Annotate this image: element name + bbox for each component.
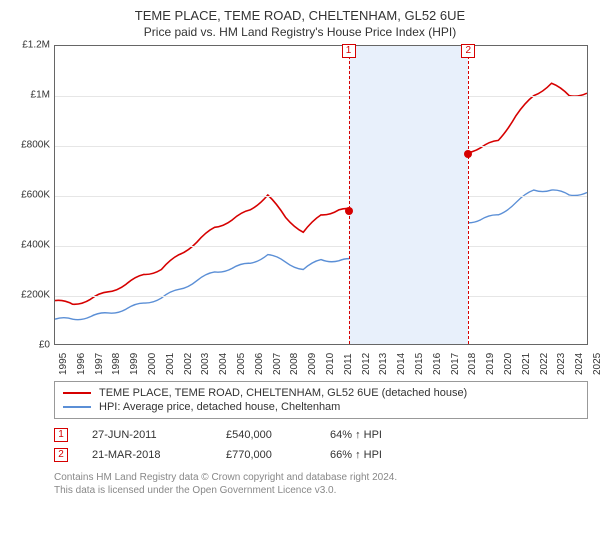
chart-container: TEME PLACE, TEME ROAD, CHELTENHAM, GL52 … bbox=[0, 0, 600, 501]
chart-title: TEME PLACE, TEME ROAD, CHELTENHAM, GL52 … bbox=[12, 8, 588, 23]
annotation-row: 1 27-JUN-2011 £540,000 64% ↑ HPI bbox=[54, 425, 588, 445]
marker-dot bbox=[345, 207, 353, 215]
x-tick-label: 2014 bbox=[396, 353, 407, 375]
legend-item: HPI: Average price, detached house, Chel… bbox=[63, 400, 579, 414]
x-tick-label: 2004 bbox=[218, 353, 229, 375]
x-tick-label: 1999 bbox=[129, 353, 140, 375]
x-tick-label: 2008 bbox=[289, 353, 300, 375]
legend-item: TEME PLACE, TEME ROAD, CHELTENHAM, GL52 … bbox=[63, 386, 579, 400]
annotation-price: £770,000 bbox=[226, 449, 306, 461]
x-tick-label: 2000 bbox=[147, 353, 158, 375]
x-tick-label: 2018 bbox=[467, 353, 478, 375]
x-tick-label: 2002 bbox=[183, 353, 194, 375]
y-tick-label: £400K bbox=[21, 240, 50, 251]
gridline bbox=[55, 246, 587, 247]
marker-label-box: 1 bbox=[342, 44, 356, 58]
x-tick-label: 2015 bbox=[414, 353, 425, 375]
chart-subtitle: Price paid vs. HM Land Registry's House … bbox=[12, 25, 588, 39]
x-tick-label: 2020 bbox=[503, 353, 514, 375]
annotation-marker-icon: 1 bbox=[54, 428, 68, 442]
marker-dot bbox=[464, 150, 472, 158]
series-line-hpi bbox=[55, 190, 587, 320]
x-tick-label: 2012 bbox=[361, 353, 372, 375]
x-tick-label: 1995 bbox=[58, 353, 69, 375]
line-plot bbox=[55, 46, 587, 344]
y-tick-label: £800K bbox=[21, 140, 50, 151]
y-tick-label: £200K bbox=[21, 290, 50, 301]
y-tick-label: £1.2M bbox=[22, 40, 50, 51]
legend-swatch-1 bbox=[63, 392, 91, 394]
x-tick-label: 2011 bbox=[343, 353, 354, 375]
x-tick-label: 2022 bbox=[539, 353, 550, 375]
x-tick-label: 2003 bbox=[200, 353, 211, 375]
x-tick-label: 2017 bbox=[450, 353, 461, 375]
gridline bbox=[55, 146, 587, 147]
y-tick-label: £600K bbox=[21, 190, 50, 201]
legend-swatch-2 bbox=[63, 406, 91, 408]
x-tick-label: 2021 bbox=[521, 353, 532, 375]
annotation-price: £540,000 bbox=[226, 429, 306, 441]
annotation-row: 2 21-MAR-2018 £770,000 66% ↑ HPI bbox=[54, 445, 588, 465]
annotation-date: 21-MAR-2018 bbox=[92, 449, 202, 461]
legend: TEME PLACE, TEME ROAD, CHELTENHAM, GL52 … bbox=[54, 381, 588, 419]
x-tick-label: 2010 bbox=[325, 353, 336, 375]
chart-area: £0£200K£400K£600K£800K£1M£1.2M 12 199519… bbox=[12, 45, 588, 377]
x-tick-label: 2006 bbox=[254, 353, 265, 375]
annotation-diff: 66% ↑ HPI bbox=[330, 449, 430, 461]
series-line-price_paid bbox=[55, 83, 587, 304]
x-tick-label: 2009 bbox=[307, 353, 318, 375]
annotation-date: 27-JUN-2011 bbox=[92, 429, 202, 441]
x-tick-label: 2023 bbox=[556, 353, 567, 375]
gridline bbox=[55, 96, 587, 97]
x-tick-label: 2025 bbox=[592, 353, 600, 375]
annotations-table: 1 27-JUN-2011 £540,000 64% ↑ HPI 2 21-MA… bbox=[54, 425, 588, 465]
shaded-band bbox=[349, 46, 469, 344]
x-tick-label: 2016 bbox=[432, 353, 443, 375]
x-axis: 1995 1996 1997 1998 1999 2000 2001 2002 2003 2004… bbox=[54, 347, 588, 377]
x-tick-label: 2024 bbox=[574, 353, 585, 375]
footer: Contains HM Land Registry data © Crown c… bbox=[54, 471, 588, 497]
gridline bbox=[55, 296, 587, 297]
legend-label: TEME PLACE, TEME ROAD, CHELTENHAM, GL52 … bbox=[99, 387, 467, 399]
x-tick-label: 2005 bbox=[236, 353, 247, 375]
x-tick-label: 1996 bbox=[76, 353, 87, 375]
marker-line bbox=[349, 46, 350, 344]
y-tick-label: £1M bbox=[31, 90, 50, 101]
x-tick-label: 2007 bbox=[272, 353, 283, 375]
x-tick-label: 1997 bbox=[94, 353, 105, 375]
x-tick-label: 2013 bbox=[378, 353, 389, 375]
annotation-diff: 64% ↑ HPI bbox=[330, 429, 430, 441]
plot-area: 12 bbox=[54, 45, 588, 345]
x-tick-label: 2019 bbox=[485, 353, 496, 375]
x-tick-label: 2001 bbox=[165, 353, 176, 375]
annotation-marker-icon: 2 bbox=[54, 448, 68, 462]
y-axis: £0£200K£400K£600K£800K£1M£1.2M bbox=[12, 45, 54, 345]
x-tick-label: 1998 bbox=[111, 353, 122, 375]
legend-label: HPI: Average price, detached house, Chel… bbox=[99, 401, 340, 413]
footer-line: This data is licensed under the Open Gov… bbox=[54, 484, 588, 497]
marker-label-box: 2 bbox=[461, 44, 475, 58]
marker-line bbox=[468, 46, 469, 344]
footer-line: Contains HM Land Registry data © Crown c… bbox=[54, 471, 588, 484]
gridline bbox=[55, 196, 587, 197]
y-tick-label: £0 bbox=[39, 340, 50, 351]
